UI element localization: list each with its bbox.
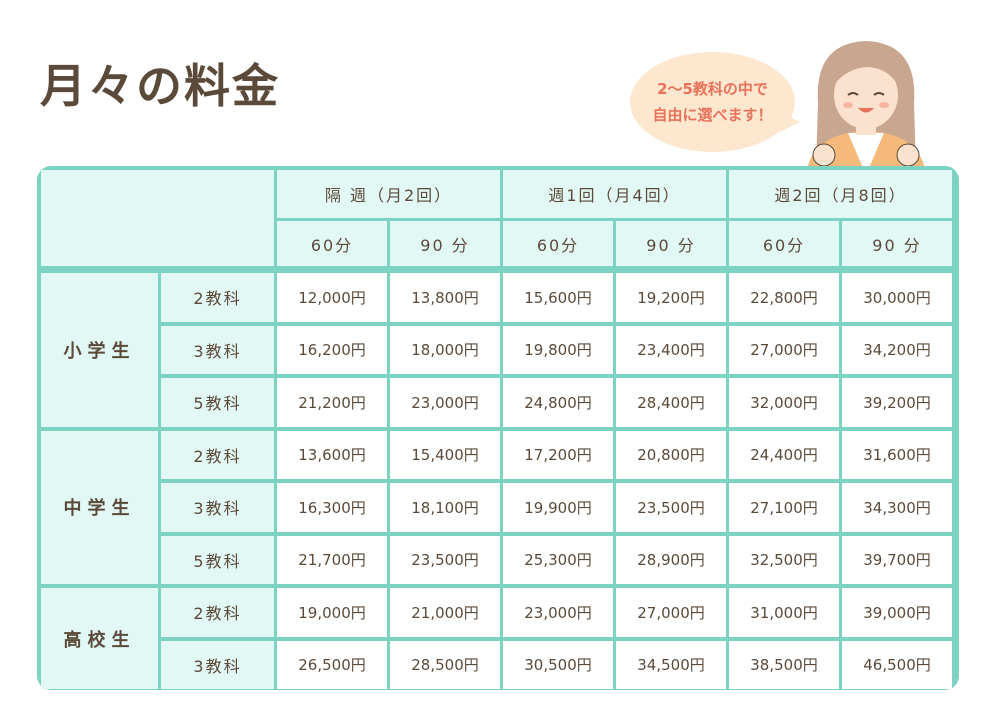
price-cell: 39,200円 (842, 378, 952, 427)
grade-label: 中学生 (41, 430, 158, 584)
price-cell: 15,400円 (390, 430, 500, 479)
price-cell: 32,000円 (729, 378, 839, 427)
price-cell: 28,900円 (616, 535, 726, 584)
table-corner (41, 170, 274, 266)
page-title: 月々の料金 (40, 59, 280, 113)
duration-header: 60分 (729, 221, 839, 266)
price-cell: 34,300円 (842, 483, 952, 532)
price-cell: 19,200円 (616, 273, 726, 322)
price-cell: 16,300円 (277, 483, 387, 532)
duration-header: 90 分 (390, 221, 500, 266)
grade-label: 高校生 (41, 588, 158, 689)
subject-label: 5教科 (161, 378, 274, 427)
subject-label: 3教科 (161, 483, 274, 532)
frequency-header: 週2回（月8回） (729, 170, 952, 218)
bubble-line-2: 自由に選べます！ (652, 106, 773, 124)
frequency-header: 隔 週（月2回） (277, 170, 500, 218)
price-cell: 23,000円 (390, 378, 500, 427)
price-cell: 39,700円 (842, 535, 952, 584)
price-table: 隔 週（月2回） 週1回（月4回） 週2回（月8回） 60分 90 分 60分 90 分 60… (37, 166, 959, 690)
price-cell: 30,500円 (503, 640, 613, 689)
price-cell: 23,500円 (616, 483, 726, 532)
price-cell: 23,000円 (503, 588, 613, 637)
price-cell: 19,900円 (503, 483, 613, 532)
price-cell: 30,000円 (842, 273, 952, 322)
price-cell: 23,500円 (390, 535, 500, 584)
duration-header: 60分 (277, 221, 387, 266)
price-cell: 21,000円 (390, 588, 500, 637)
grade-label: 小学生 (41, 273, 158, 427)
price-cell: 38,500円 (729, 640, 839, 689)
price-cell: 21,700円 (277, 535, 387, 584)
subject-label: 2教科 (161, 430, 274, 479)
bubble-line-1: 2〜5教科の中で (657, 80, 768, 98)
price-cell: 32,500円 (729, 535, 839, 584)
price-cell: 28,400円 (616, 378, 726, 427)
price-cell: 18,100円 (390, 483, 500, 532)
price-cell: 34,500円 (616, 640, 726, 689)
duration-header: 90 分 (842, 221, 952, 266)
price-cell: 15,600円 (503, 273, 613, 322)
subject-label: 3教科 (161, 640, 274, 689)
price-cell: 27,000円 (729, 325, 839, 374)
price-cell: 19,000円 (277, 588, 387, 637)
price-cell: 24,400円 (729, 430, 839, 479)
frequency-header: 週1回（月4回） (503, 170, 726, 218)
price-cell: 20,800円 (616, 430, 726, 479)
price-cell: 26,500円 (277, 640, 387, 689)
price-cell: 27,000円 (616, 588, 726, 637)
price-cell: 24,800円 (503, 378, 613, 427)
speech-bubble: 2〜5教科の中で 自由に選べます！ (630, 52, 795, 152)
price-cell: 46,500円 (842, 640, 952, 689)
duration-header: 60分 (503, 221, 613, 266)
price-cell: 18,000円 (390, 325, 500, 374)
girl-illustration-icon (806, 41, 926, 175)
price-cell: 34,200円 (842, 325, 952, 374)
price-cell: 39,000円 (842, 588, 952, 637)
price-cell: 31,600円 (842, 430, 952, 479)
subject-label: 5教科 (161, 535, 274, 584)
price-cell: 21,200円 (277, 378, 387, 427)
price-cell: 31,000円 (729, 588, 839, 637)
price-cell: 17,200円 (503, 430, 613, 479)
price-cell: 13,800円 (390, 273, 500, 322)
price-cell: 16,200円 (277, 325, 387, 374)
price-cell: 27,100円 (729, 483, 839, 532)
duration-header: 90 分 (616, 221, 726, 266)
price-cell: 25,300円 (503, 535, 613, 584)
price-cell: 12,000円 (277, 273, 387, 322)
price-cell: 19,800円 (503, 325, 613, 374)
subject-label: 2教科 (161, 588, 274, 637)
subject-label: 2教科 (161, 273, 274, 322)
price-cell: 23,400円 (616, 325, 726, 374)
subject-label: 3教科 (161, 325, 274, 374)
price-cell: 13,600円 (277, 430, 387, 479)
price-cell: 22,800円 (729, 273, 839, 322)
price-cell: 28,500円 (390, 640, 500, 689)
speech-bubble-tail (780, 112, 800, 132)
